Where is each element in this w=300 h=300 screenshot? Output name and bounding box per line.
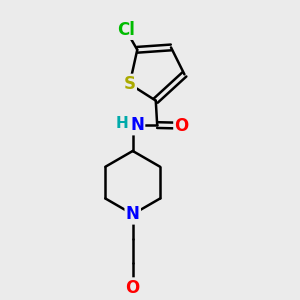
- Text: Cl: Cl: [117, 21, 135, 39]
- Text: N: N: [130, 116, 144, 134]
- Text: S: S: [124, 75, 136, 93]
- Text: N: N: [126, 205, 140, 223]
- Text: O: O: [175, 117, 189, 135]
- Text: H: H: [116, 116, 128, 131]
- Text: O: O: [126, 279, 140, 297]
